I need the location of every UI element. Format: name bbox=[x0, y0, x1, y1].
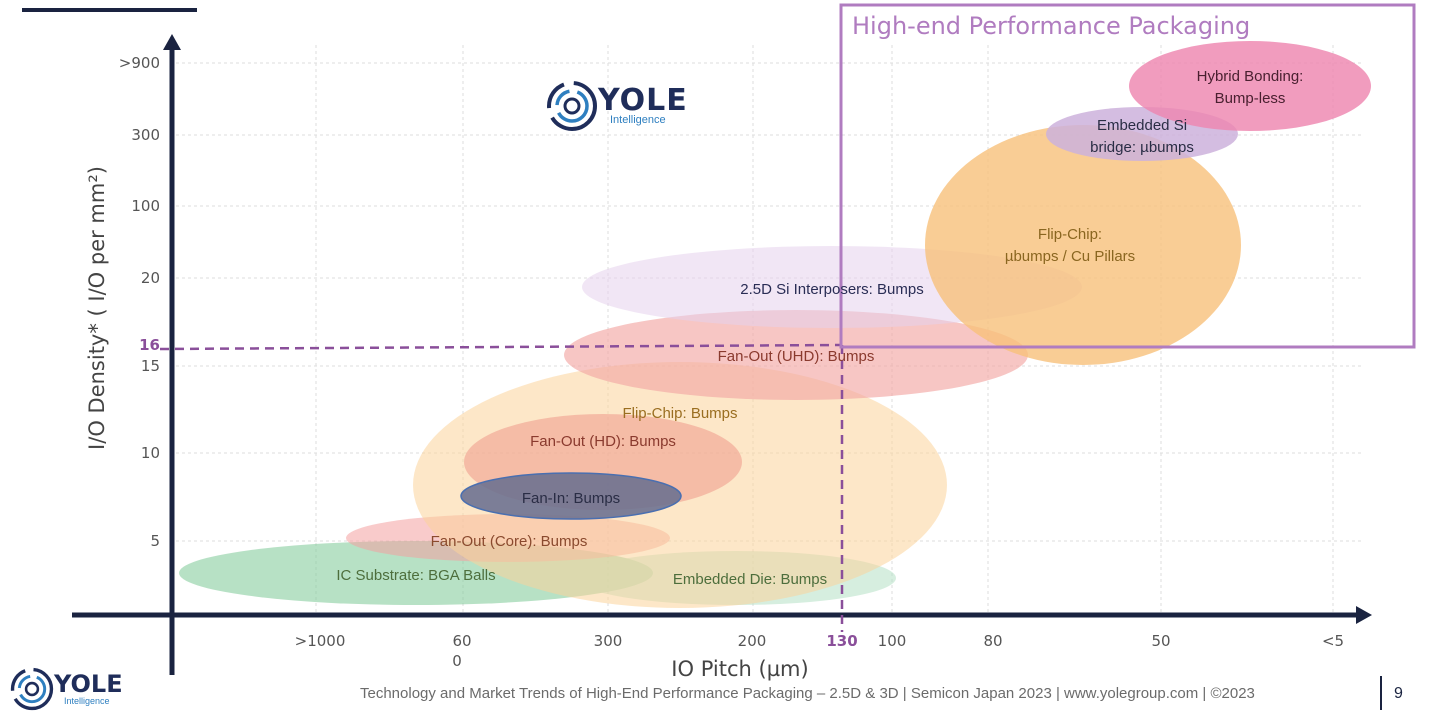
y-tick-label: 15 bbox=[141, 357, 160, 375]
label-embedded-si-line2: bridge: µbumps bbox=[1090, 139, 1194, 156]
y-axis-arrowhead bbox=[163, 34, 181, 50]
region-flip-chip-bumps-cu-pillars bbox=[925, 125, 1241, 365]
y-tick-label: 5 bbox=[150, 532, 160, 550]
x-tick-label: >1000 bbox=[295, 632, 346, 650]
y-tick-label: 10 bbox=[141, 444, 160, 462]
threshold-line-horizontal bbox=[159, 343, 843, 351]
page-number: 9 bbox=[1394, 685, 1403, 702]
yole-logo-icon bbox=[547, 81, 597, 131]
y-axis-label: I/O Density* ( I/O per mm²) bbox=[85, 166, 109, 450]
label-fanout-hd: Fan-Out (HD): Bumps bbox=[530, 433, 676, 450]
footer-text: Technology and Market Trends of High-End… bbox=[360, 685, 1255, 702]
x-axis-label: IO Pitch (µm) bbox=[671, 657, 808, 681]
x-tick-label: 80 bbox=[983, 632, 1002, 650]
x-tick-label: 50 bbox=[1151, 632, 1170, 650]
label-ic-substrate: IC Substrate: BGA Balls bbox=[336, 567, 495, 584]
x-tick-label: 100 bbox=[878, 632, 907, 650]
x-axis-arrowhead bbox=[1356, 606, 1372, 624]
footer-logo-icon bbox=[10, 667, 54, 711]
footer-logo-subtitle: Intelligence bbox=[64, 696, 110, 706]
logo-wordmark: YOLE bbox=[598, 83, 688, 118]
x-tick-label: 200 bbox=[738, 632, 767, 650]
x-tick-label: 60 0 bbox=[452, 632, 471, 670]
y-tick-label: 20 bbox=[141, 269, 160, 287]
label-embedded-die: Embedded Die: Bumps bbox=[673, 571, 827, 588]
label-flipchip-ubumps-line2: µbumps / Cu Pillars bbox=[1005, 248, 1135, 265]
high-end-box bbox=[839, 3, 1416, 349]
label-flip-chip: Flip-Chip: Bumps bbox=[622, 405, 737, 422]
logo-subtitle: Intelligence bbox=[610, 114, 666, 126]
footer-separator bbox=[1380, 676, 1382, 710]
x-tick-label: 300 bbox=[594, 632, 623, 650]
region-hybrid-bonding-bump-less bbox=[1129, 41, 1371, 131]
y-tick-label: 100 bbox=[131, 197, 160, 215]
label-embedded-si-line1: Embedded Si bbox=[1097, 117, 1187, 134]
label-si-interposer: 2.5D Si Interposers: Bumps bbox=[740, 281, 923, 298]
yole-logo: YOLE Intelligence bbox=[546, 80, 688, 132]
y-tick-label: 300 bbox=[131, 126, 160, 144]
chart-title: High-end Performance Packaging bbox=[852, 12, 1250, 40]
region-fan-out-uhd-bumps bbox=[564, 310, 1028, 400]
region-fan-in-bumps bbox=[460, 472, 682, 520]
label-fanout-uhd: Fan-Out (UHD): Bumps bbox=[718, 348, 875, 365]
y-tick-label: 16 bbox=[139, 336, 160, 354]
x-tick-label: <5 bbox=[1322, 632, 1344, 650]
footer-logo: YOLE Intelligence bbox=[10, 667, 123, 711]
title-underline bbox=[22, 8, 197, 12]
label-hybrid-bonding-line2: Bump-less bbox=[1215, 90, 1286, 107]
label-flipchip-ubumps-line1: Flip-Chip: bbox=[1038, 226, 1102, 243]
label-hybrid-bonding-line1: Hybrid Bonding: bbox=[1197, 68, 1304, 85]
label-fan-in: Fan-In: Bumps bbox=[522, 490, 620, 507]
label-fanout-core: Fan-Out (Core): Bumps bbox=[431, 533, 588, 550]
y-tick-label: >900 bbox=[119, 54, 160, 72]
x-tick-label: 130 bbox=[826, 632, 857, 650]
footer-logo-wordmark: YOLE bbox=[54, 670, 123, 698]
